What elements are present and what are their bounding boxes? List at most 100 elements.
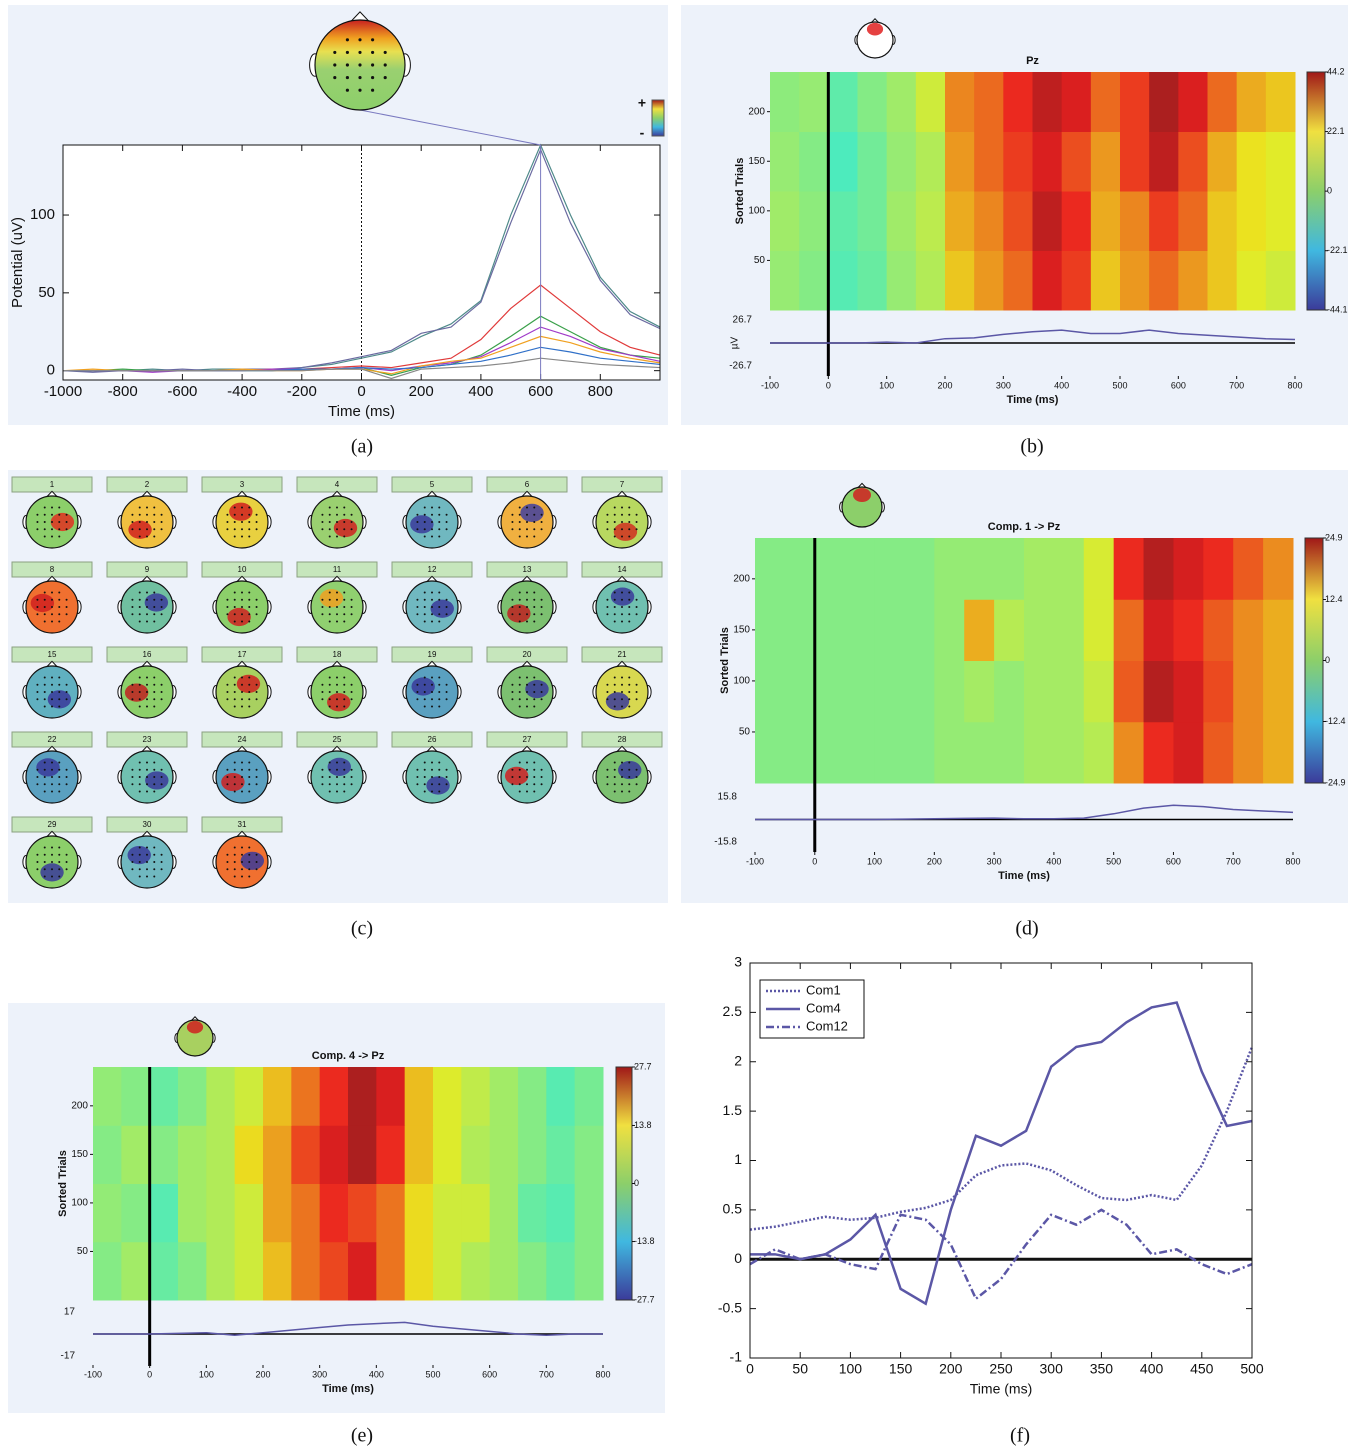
heatmap-cell: [799, 72, 829, 132]
heatmap-cell: [964, 661, 994, 723]
electrode: [351, 691, 353, 693]
x-tick-label: 50: [792, 1361, 808, 1377]
electrode: [36, 861, 38, 863]
heatmap-cell: [799, 191, 829, 251]
electrode: [329, 684, 331, 686]
electrode: [533, 606, 535, 608]
colorbar-label: -: [640, 125, 645, 141]
head-blob: [426, 776, 449, 794]
electrode: [606, 613, 608, 615]
electrode: [139, 769, 141, 771]
trace-tick-label: 26.7: [733, 315, 753, 326]
electrode: [256, 691, 258, 693]
head-blob: [411, 677, 434, 695]
heatmap-cell: [828, 72, 858, 132]
electrode: [139, 506, 141, 508]
electrode: [636, 698, 638, 700]
x-axis-label: Time (ms): [998, 870, 1050, 882]
electrode: [321, 521, 323, 523]
electrode: [526, 536, 528, 538]
electrode: [628, 613, 630, 615]
heatmap-cell: [235, 1067, 264, 1126]
heatmap-cell: [433, 1242, 462, 1301]
electrode: [343, 613, 345, 615]
electrode: [621, 691, 623, 693]
x-tick-label: 500: [1112, 380, 1127, 390]
electrode: [446, 783, 448, 785]
electrode: [511, 528, 513, 530]
x-axis-label: Time (ms): [328, 403, 395, 420]
y-tick-label: 0: [734, 1250, 742, 1266]
electrode: [58, 684, 60, 686]
x-axis-label: Time (ms): [970, 1381, 1032, 1397]
electrode: [606, 691, 608, 693]
electrode: [241, 854, 243, 856]
heatmap-cell: [1266, 72, 1296, 132]
colorbar-tick-label: 0: [634, 1178, 639, 1188]
electrode: [161, 783, 163, 785]
electrode: [139, 776, 141, 778]
electrode: [329, 606, 331, 608]
electrode: [526, 521, 528, 523]
electrode: [234, 868, 236, 870]
heatmap-cell: [1114, 599, 1144, 661]
heatmap-cell: [376, 1067, 405, 1126]
electrode: [44, 599, 46, 601]
electrode: [321, 599, 323, 601]
map-label: 29: [48, 820, 57, 829]
map-label: 19: [428, 650, 437, 659]
electrode: [146, 846, 148, 848]
heatmap-cell: [964, 722, 994, 784]
electrode: [51, 776, 53, 778]
electrode: [256, 776, 258, 778]
electrode: [161, 514, 163, 516]
electrode: [606, 599, 608, 601]
electrode: [424, 761, 426, 763]
map-label: 26: [428, 735, 437, 744]
x-tick-label: 400: [468, 383, 493, 400]
electrode: [424, 506, 426, 508]
electrode: [329, 528, 331, 530]
heatmap-cell: [518, 1125, 547, 1184]
y-tick-label: 100: [748, 205, 765, 216]
electrode: [58, 599, 60, 601]
heatmap-cell: [1120, 132, 1150, 192]
heatmap-cell: [93, 1067, 122, 1126]
heatmap-cell: [235, 1184, 264, 1243]
chart-title: Pz: [1026, 55, 1039, 67]
panel-caption: (e): [351, 1425, 373, 1447]
electrode: [511, 606, 513, 608]
electrode: [336, 591, 338, 593]
electrode: [628, 698, 630, 700]
panel-caption: (d): [1015, 918, 1038, 940]
electrode: [161, 613, 163, 615]
x-tick-label: 200: [927, 856, 942, 866]
electrode: [131, 606, 133, 608]
head-blob: [431, 600, 454, 618]
electrode: [248, 528, 250, 530]
y-tick-label: 100: [30, 206, 55, 223]
heatmap-cell: [1144, 661, 1174, 723]
heatmap-cell: [770, 132, 800, 192]
electrode: [614, 684, 616, 686]
electrode: [519, 521, 521, 523]
electrode: [234, 691, 236, 693]
electrode: [431, 591, 433, 593]
electrode: [161, 528, 163, 530]
map-label: 24: [238, 735, 247, 744]
electrode: [621, 506, 623, 508]
electrode: [526, 528, 528, 530]
heatmap-cell: [828, 191, 858, 251]
heatmap-cell: [490, 1242, 519, 1301]
panel-caption: (f): [1010, 1425, 1030, 1447]
electrode: [139, 791, 141, 793]
x-tick-label: 200: [255, 1369, 270, 1379]
electrode: [636, 783, 638, 785]
heatmap-cell: [755, 538, 785, 600]
electrode: [614, 591, 616, 593]
electrode: [336, 606, 338, 608]
electrode: [519, 783, 521, 785]
heatmap-cell: [461, 1067, 490, 1126]
electrode: [384, 51, 387, 54]
electrode: [321, 783, 323, 785]
